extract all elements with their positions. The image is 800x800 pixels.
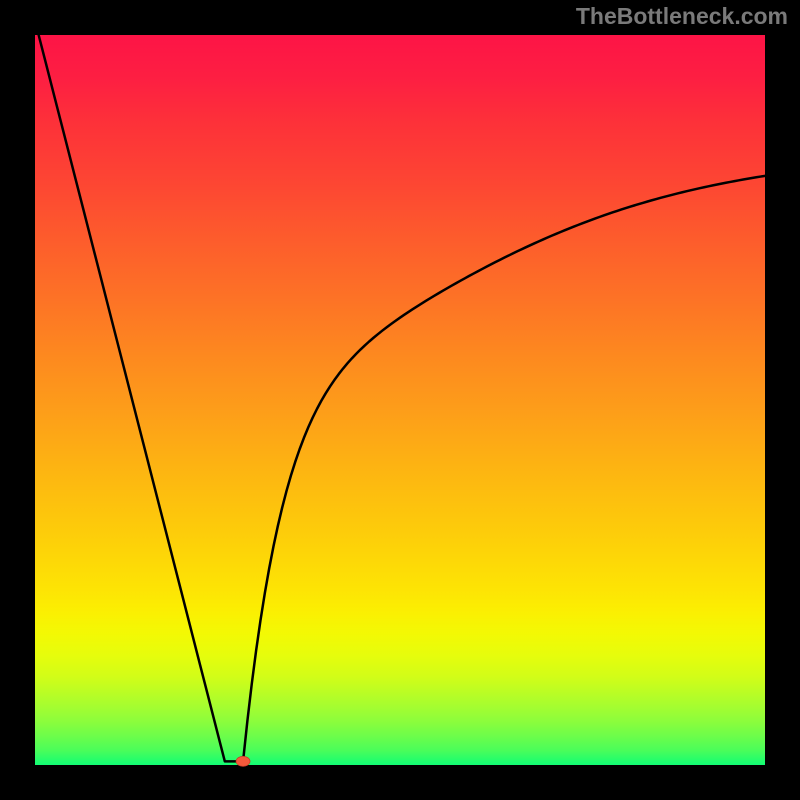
- plot-gradient-background: [35, 35, 765, 765]
- chart-container: TheBottleneck.com: [0, 0, 800, 800]
- watermark-text: TheBottleneck.com: [576, 3, 788, 30]
